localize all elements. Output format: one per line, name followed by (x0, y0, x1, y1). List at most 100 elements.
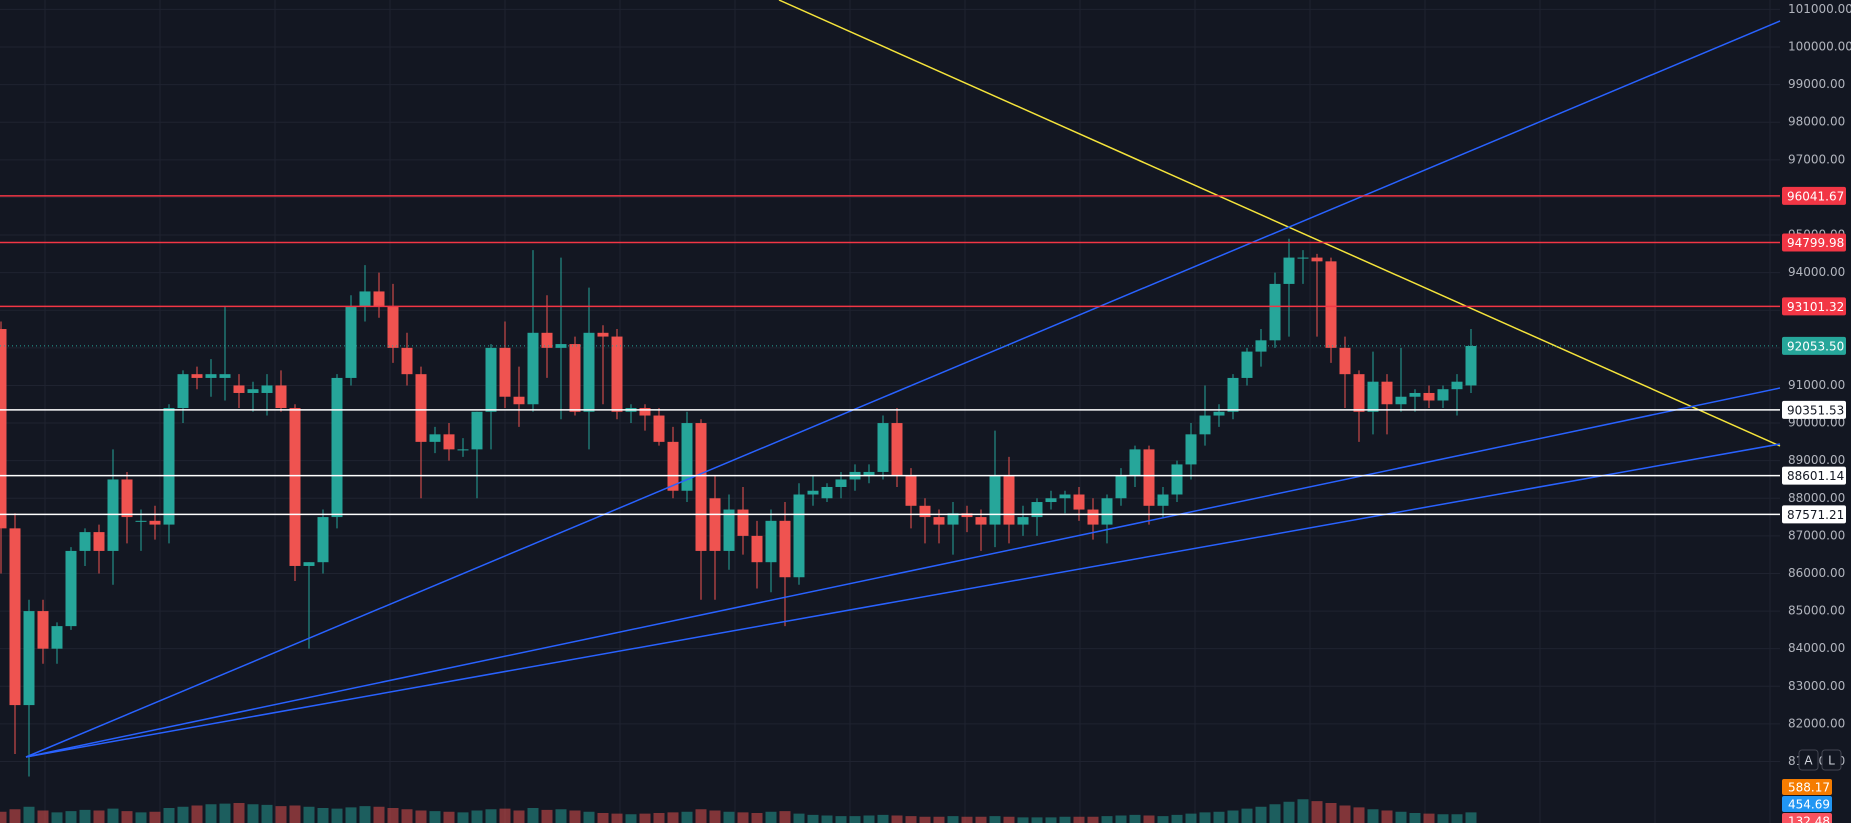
candle-body (163, 408, 175, 525)
candle-body (919, 505, 931, 518)
candle-body (583, 332, 595, 412)
volume-bar (681, 811, 693, 823)
candle-body (331, 377, 343, 518)
candle-body (387, 306, 399, 348)
y-tick-label: 84000.00 (1788, 641, 1845, 655)
candle-body (639, 408, 651, 416)
volume-bar (919, 816, 931, 823)
y-tick-label: 99000.00 (1788, 77, 1845, 91)
trendline (778, 0, 1781, 447)
volume-label: 454.69 (1788, 798, 1830, 812)
volume-bar (779, 811, 791, 823)
candle-body (891, 423, 903, 476)
volume-bar (93, 810, 105, 823)
volume-bar (989, 816, 1001, 823)
candle-body (947, 513, 959, 525)
volume-bar (65, 811, 77, 823)
candle-body (121, 479, 133, 518)
candle-body (709, 498, 721, 551)
volume-bar (1465, 812, 1477, 823)
candle-body (51, 626, 63, 649)
volume-bar (1045, 817, 1057, 823)
y-tick-label: 82000.00 (1788, 716, 1845, 730)
y-tick-label: 83000.00 (1788, 679, 1845, 693)
volume-bar (695, 809, 707, 823)
volume-bar (723, 811, 735, 823)
volume-bar (1241, 808, 1253, 823)
candle-body (93, 532, 105, 551)
level-label: 96041.67 (1787, 189, 1844, 203)
volume-bar (1185, 813, 1197, 823)
level-label-bg (1782, 233, 1846, 252)
volume-bar (177, 806, 189, 823)
level-label-bg (1782, 186, 1846, 205)
candle-body (737, 509, 749, 536)
volume-bar (1367, 809, 1379, 823)
candle-body (1269, 283, 1281, 341)
candle-body (877, 423, 889, 472)
volume-bar (1143, 815, 1155, 823)
candles (0, 238, 1477, 823)
candle-body (513, 396, 525, 405)
trendline (25, 443, 1781, 758)
volume-bar (219, 803, 231, 823)
trendline (25, 387, 1781, 758)
volume-bar (1311, 801, 1323, 823)
candle-body (905, 475, 917, 506)
candle-body (373, 291, 385, 307)
candle-body (611, 336, 623, 412)
candle-body (1157, 494, 1169, 506)
candle-body (149, 520, 161, 525)
y-tick-label: 90000.00 (1788, 416, 1845, 430)
candle-body (1451, 381, 1463, 390)
level-label-bg (1782, 466, 1846, 485)
volume-bar (513, 810, 525, 823)
y-tick-label: 88000.00 (1788, 491, 1845, 505)
volume-bar (1451, 814, 1463, 823)
y-tick-label: 98000.00 (1788, 115, 1845, 129)
y-tick-label: 94000.00 (1788, 265, 1845, 279)
volume-label-bg (1782, 813, 1832, 823)
price-axis: 81000.0082000.0083000.0084000.0085000.00… (1782, 2, 1851, 823)
candle-body (1241, 351, 1253, 378)
volume-bar (303, 806, 315, 823)
volume-bar (261, 804, 273, 823)
level-label-bg (1782, 400, 1846, 419)
candle-body (485, 347, 497, 412)
scale-button[interactable] (1821, 749, 1842, 771)
volume-bar (751, 813, 763, 823)
volume-bar (1059, 816, 1071, 823)
volume-bar (1157, 816, 1169, 823)
candle-body (779, 520, 791, 578)
volume-bar (9, 809, 21, 823)
volume-bar (597, 813, 609, 823)
volume-bar (835, 816, 847, 823)
candle-body (23, 611, 35, 706)
volume-bar (1199, 812, 1211, 823)
volume-bar (359, 806, 371, 823)
candle-body (1171, 464, 1183, 495)
volume-bar (135, 812, 147, 823)
volume-bar (807, 814, 819, 823)
volume-bar (205, 804, 217, 823)
volume-bar (639, 813, 651, 823)
volume-bar (1227, 810, 1239, 823)
volume-bar (289, 805, 301, 823)
candle-body (1087, 509, 1099, 525)
volume-bar (793, 813, 805, 823)
candle-body (65, 550, 77, 627)
candle-body (667, 441, 679, 491)
volume-bar (1283, 801, 1295, 823)
volume-bar (1101, 816, 1113, 823)
candle-body (1311, 257, 1323, 262)
y-tick-label: 85000.00 (1788, 604, 1845, 618)
volume-bar (373, 806, 385, 823)
volume-bar (275, 806, 287, 823)
volume-bar (821, 815, 833, 823)
candle-body (1031, 502, 1043, 518)
candle-body (275, 385, 287, 409)
volume-bar (961, 816, 973, 823)
candle-body (233, 385, 245, 393)
scale-button[interactable] (1798, 749, 1819, 771)
candle-body (359, 291, 371, 307)
